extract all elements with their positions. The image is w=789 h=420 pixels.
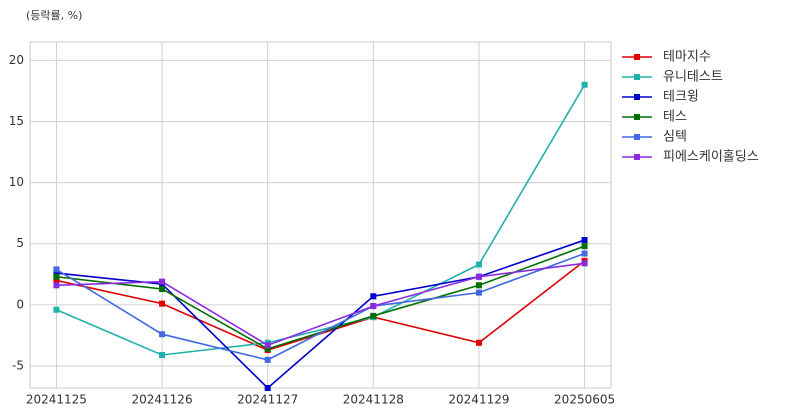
legend-marker — [634, 114, 640, 120]
point — [53, 270, 60, 277]
legend-label: 유니테스트 — [663, 70, 723, 85]
series-line — [56, 260, 586, 351]
point — [53, 282, 60, 289]
point — [159, 300, 166, 307]
point — [53, 277, 60, 284]
y-tick-label: 5 — [16, 236, 24, 250]
x-tick-label: 20241126 — [132, 393, 193, 407]
y-tick-label: -5 — [12, 358, 24, 372]
legend-marker — [634, 74, 640, 80]
legend-marker — [634, 134, 640, 140]
series-line — [56, 262, 585, 347]
point — [53, 306, 60, 313]
point — [159, 278, 166, 285]
point — [475, 289, 482, 296]
point — [475, 261, 482, 268]
y-axis-label: (등락률, %) — [26, 9, 82, 22]
legend-marker — [634, 154, 640, 160]
y-tick-label: 20 — [9, 53, 24, 67]
legend-label: 테스 — [663, 110, 687, 125]
point — [53, 273, 60, 280]
legend-label: 테마지수 — [663, 50, 711, 65]
point — [264, 345, 271, 352]
x-tick-label: 20241125 — [26, 393, 87, 407]
legend-marker — [634, 94, 640, 100]
y-tick-label: 0 — [16, 297, 24, 311]
y-tick-label: 10 — [9, 175, 24, 189]
plot-frame — [29, 41, 612, 389]
point — [370, 312, 377, 319]
x-tick-label: 20250605 — [554, 393, 615, 407]
point — [264, 385, 271, 391]
point — [581, 250, 588, 257]
y-tick-label: 15 — [9, 114, 24, 128]
point — [370, 303, 377, 310]
legend-label: 테크윙 — [663, 89, 699, 105]
point — [264, 342, 271, 349]
legend-label: 심텍 — [663, 130, 687, 145]
point — [581, 237, 588, 244]
legend-marker — [634, 54, 640, 60]
point — [581, 81, 588, 88]
point — [159, 351, 166, 358]
x-tick-label: 20241127 — [237, 393, 298, 407]
point — [53, 266, 60, 273]
point — [475, 273, 482, 280]
series-line — [56, 84, 586, 356]
x-tick-label: 20241128 — [343, 393, 404, 407]
point — [475, 339, 482, 346]
point — [581, 243, 588, 250]
point — [370, 293, 377, 300]
series-line — [55, 252, 585, 361]
point — [475, 282, 482, 289]
point — [264, 356, 271, 363]
point — [159, 331, 166, 338]
point — [159, 285, 166, 292]
x-tick-label: 20241129 — [448, 393, 509, 407]
legend-label: 피에스케이홀딩스 — [663, 150, 759, 165]
point — [581, 260, 588, 267]
